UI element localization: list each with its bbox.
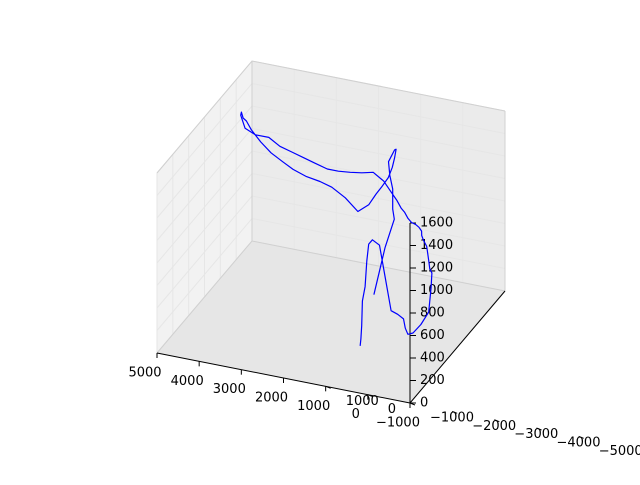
- y-tick-label: 1000: [346, 394, 379, 409]
- series-line-0: [240, 111, 433, 346]
- z-tick-label: 600: [420, 328, 445, 343]
- pane-edge-top: [156, 60, 506, 174]
- z-tick-label: 1000: [420, 283, 453, 298]
- z-tick-label: 0: [420, 396, 428, 411]
- tick-labels: −100001000200030004000500010000−1000−200…: [128, 216, 640, 459]
- z-tick-label: 800: [420, 306, 445, 321]
- y-tick: [367, 394, 374, 398]
- z-tick-label: 1400: [420, 238, 453, 253]
- x-tick-label: 1000: [297, 399, 330, 414]
- z-tick-label: 200: [420, 373, 445, 388]
- y-tick: [536, 427, 542, 431]
- x-tick-label: −1000: [376, 416, 420, 431]
- x-tick-label: 0: [352, 407, 360, 422]
- y-tick: [494, 419, 500, 423]
- y-tick: [451, 410, 458, 414]
- axis-panes: [157, 61, 505, 403]
- y-tick-label: −2000: [472, 419, 516, 434]
- z-tick-label: 1600: [420, 216, 453, 231]
- series-group: [240, 111, 433, 346]
- z-tick-label: 400: [420, 351, 445, 366]
- x-tick-label: 3000: [213, 382, 246, 397]
- y-tick-label: −1000: [430, 411, 474, 426]
- y-tick-label: 0: [388, 402, 396, 417]
- x-tick-label: 4000: [171, 374, 204, 389]
- x-tick-label: 2000: [255, 391, 288, 406]
- y-tick-label: −3000: [514, 427, 558, 442]
- y-tick: [325, 385, 331, 389]
- y-tick: [578, 435, 584, 439]
- tick-marks: [156, 222, 584, 439]
- x-tick-label: 5000: [128, 366, 161, 381]
- y-tick-label: −5000: [599, 444, 640, 459]
- y-axis-line: [409, 290, 506, 404]
- z-tick-label: 1200: [420, 261, 453, 276]
- y-tick-label: −4000: [557, 436, 601, 451]
